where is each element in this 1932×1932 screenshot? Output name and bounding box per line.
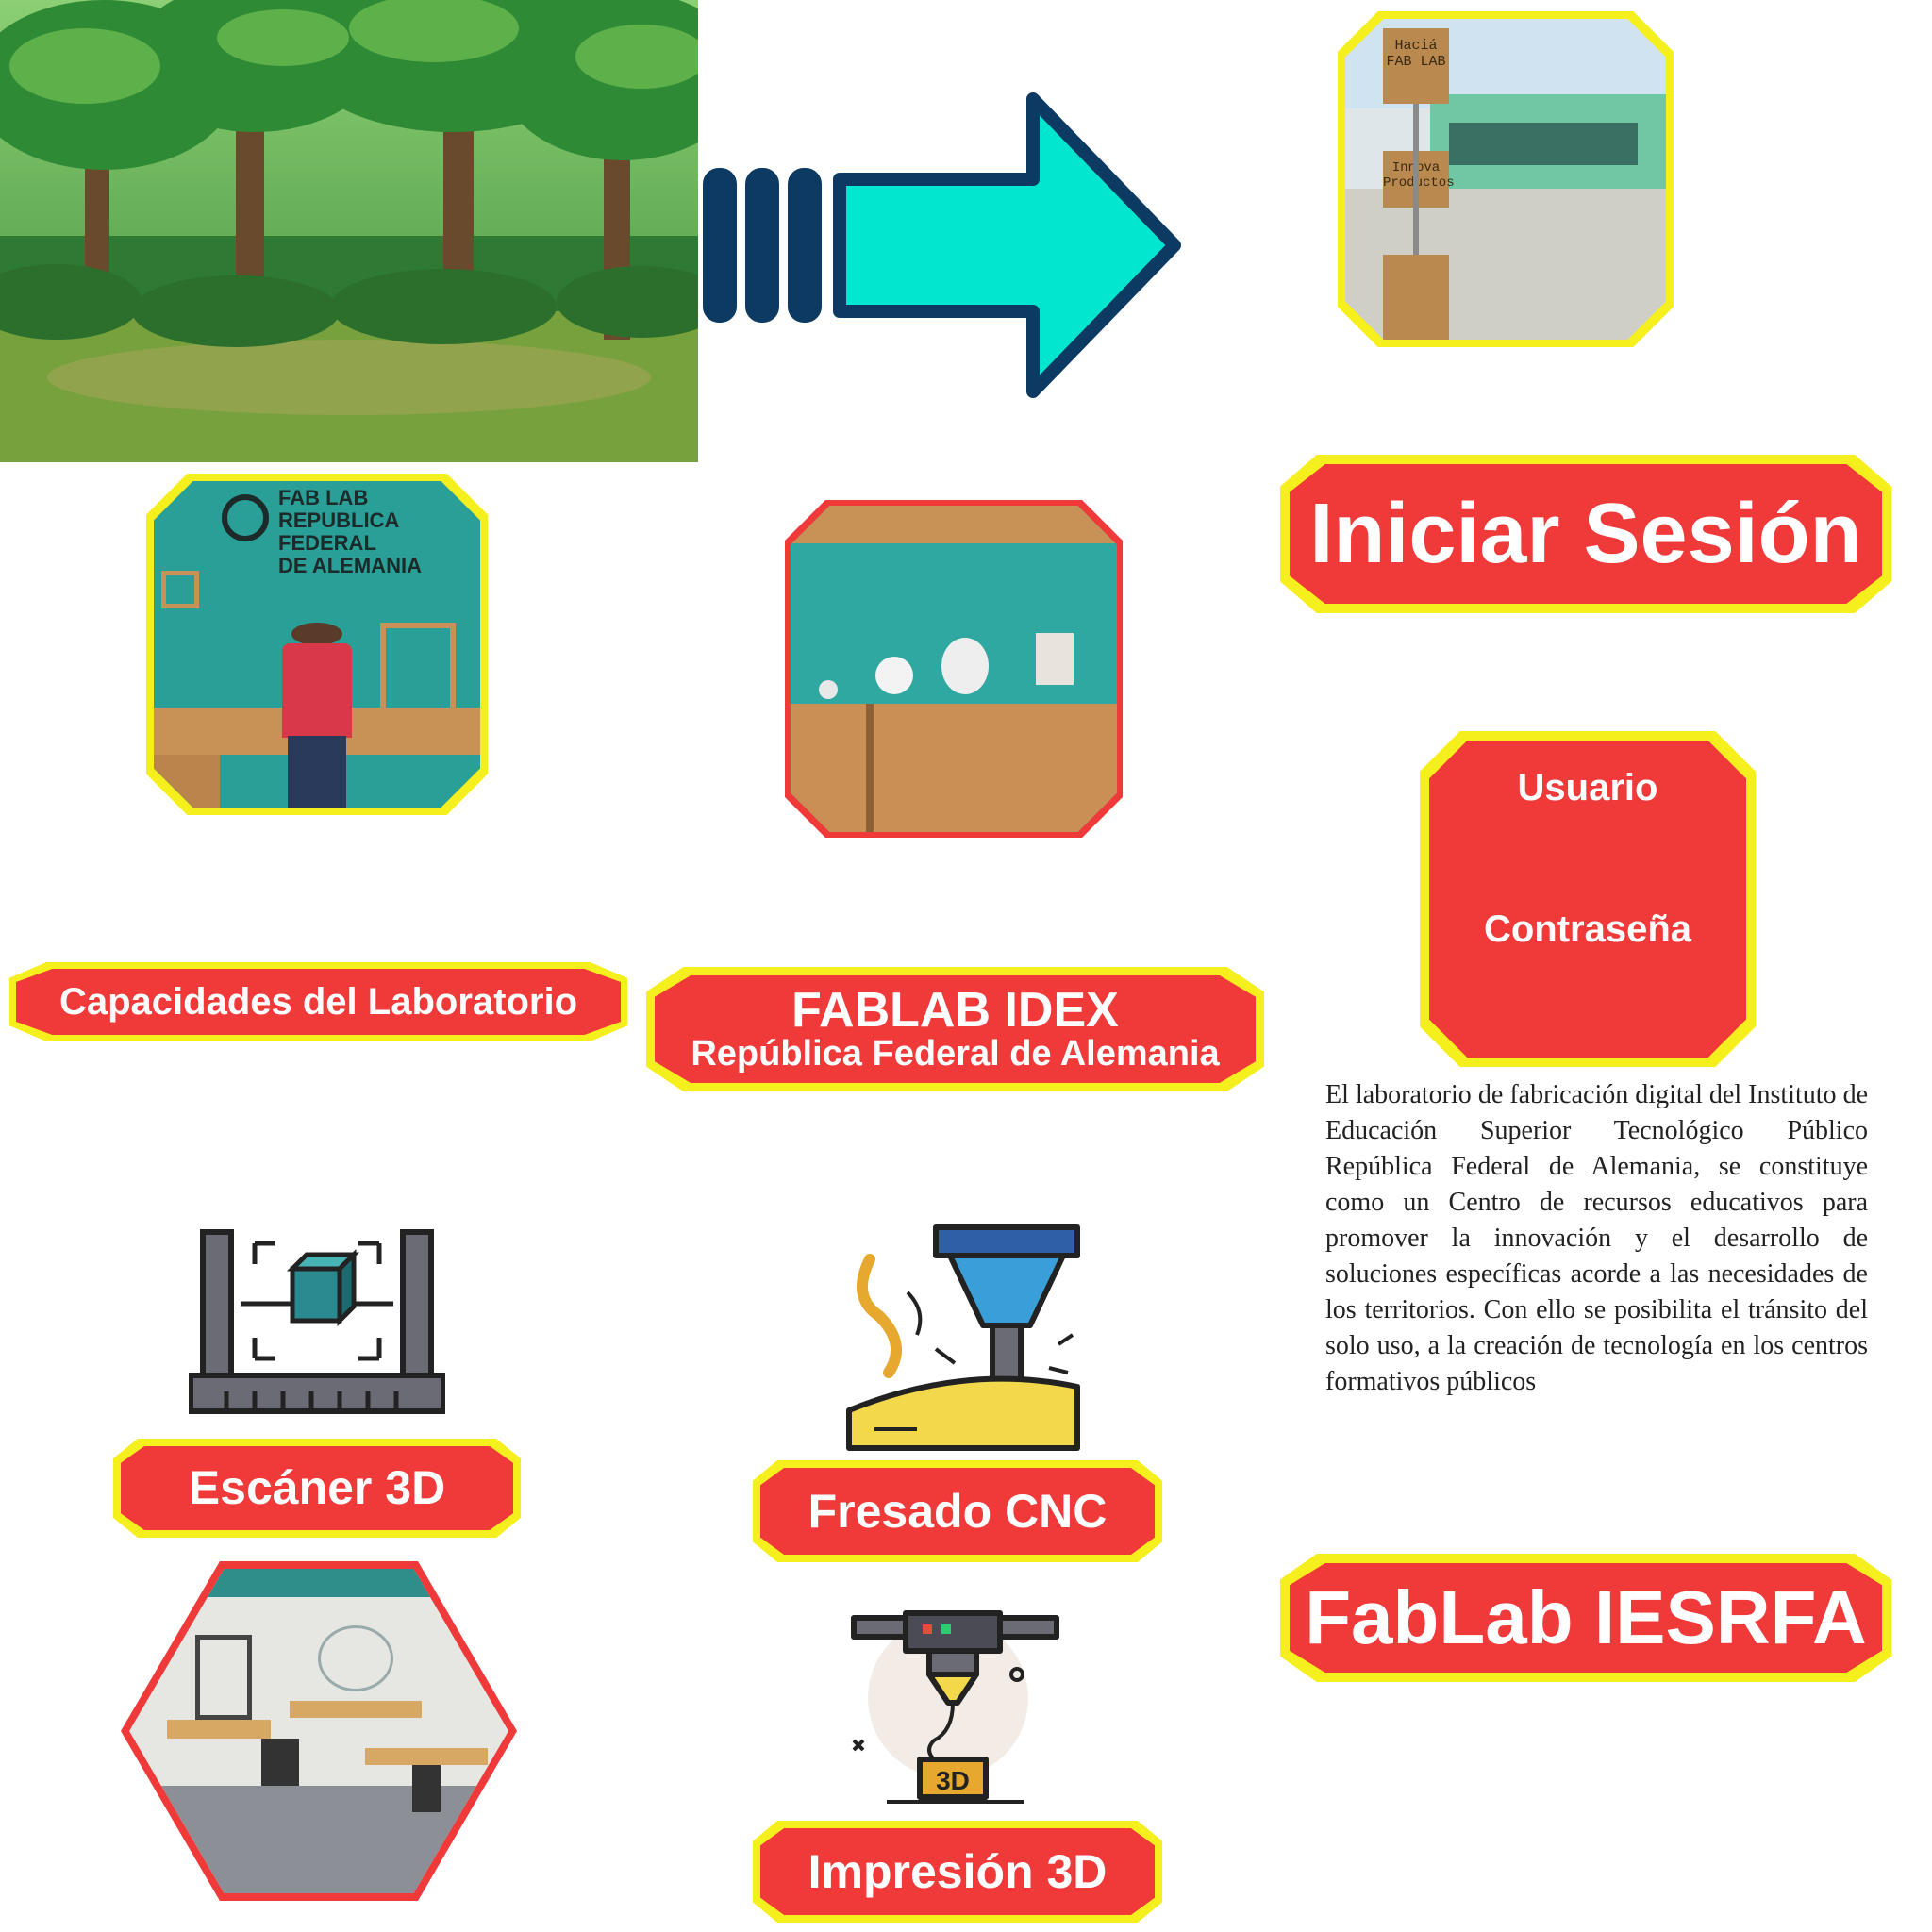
wall-sign-text: FAB LAB [278, 486, 369, 509]
cnc-button-label: Fresado CNC [808, 1484, 1108, 1538]
sign-text: Haciá [1394, 38, 1438, 54]
capacities-button[interactable]: Capacidades del Laboratorio [16, 969, 621, 1035]
entrance-photo: Haciá FAB LAB Innova Productos [1345, 19, 1666, 340]
login-button-frame[interactable]: Iniciar Sesión [1280, 455, 1891, 613]
wall-sign-text: DE ALEMANIA [278, 554, 422, 577]
lab-photo-2-frame [785, 500, 1123, 838]
user-field[interactable]: Usuario [1429, 759, 1746, 816]
fablab-banner-frame: FABLAB IDEX República Federal de Alemani… [646, 967, 1264, 1091]
lab-photo-1: FAB LAB REPUBLICA FEDERAL DE ALEMANIA [154, 481, 480, 808]
cnc-button-frame[interactable]: Fresado CNC [753, 1460, 1162, 1562]
entrance-photo-frame: Haciá FAB LAB Innova Productos [1338, 11, 1674, 347]
login-button-label: Iniciar Sesión [1309, 486, 1862, 581]
login-form: Usuario Contraseña [1429, 741, 1746, 1058]
lab-photo-2 [791, 506, 1117, 832]
fablab-title: FABLAB IDEX [791, 982, 1119, 1038]
scanner-button-label: Escáner 3D [188, 1461, 446, 1515]
password-field[interactable]: Contraseña [1429, 901, 1746, 958]
3d-scanner-icon [188, 1226, 446, 1415]
scanner-button-frame[interactable]: Escáner 3D [113, 1439, 521, 1538]
fablab-subtitle: República Federal de Alemania [691, 1034, 1220, 1074]
scanner-button[interactable]: Escáner 3D [121, 1446, 513, 1530]
cnc-mill-icon [841, 1222, 1089, 1453]
footer-title-text: FabLab IESRFA [1305, 1575, 1867, 1659]
3d-printer-icon: 3D [849, 1608, 1061, 1807]
wall-sign-text: REPUBLICA FEDERAL [278, 508, 399, 555]
printer-badge: 3D [936, 1766, 970, 1795]
footer-title: FabLab IESRFA [1290, 1563, 1882, 1673]
arrow-right-icon [698, 90, 1189, 401]
login-form-frame: Usuario Contraseña [1420, 731, 1756, 1067]
capacities-button-frame[interactable]: Capacidades del Laboratorio [9, 962, 627, 1041]
forest-scene [0, 0, 698, 462]
lab-photo-1-frame: FAB LAB REPUBLICA FEDERAL DE ALEMANIA [146, 474, 488, 815]
password-label: Contraseña [1483, 908, 1692, 950]
lab-room-photo [129, 1569, 508, 1893]
login-button[interactable]: Iniciar Sesión [1290, 464, 1882, 604]
user-label: Usuario [1517, 767, 1658, 808]
lab-room-photo-frame [121, 1561, 517, 1901]
description-text: El laboratorio de fabricación digital de… [1325, 1080, 1868, 1396]
footer-title-frame: FabLab IESRFA [1280, 1554, 1891, 1682]
sign-text: FAB LAB [1386, 54, 1446, 70]
fablab-banner: FABLAB IDEX República Federal de Alemani… [655, 975, 1256, 1083]
printing-button[interactable]: Impresión 3D [760, 1828, 1155, 1915]
printing-button-frame[interactable]: Impresión 3D [753, 1821, 1162, 1923]
printing-button-label: Impresión 3D [808, 1844, 1108, 1898]
cnc-button[interactable]: Fresado CNC [760, 1468, 1155, 1555]
capacities-button-label: Capacidades del Laboratorio [58, 981, 578, 1023]
